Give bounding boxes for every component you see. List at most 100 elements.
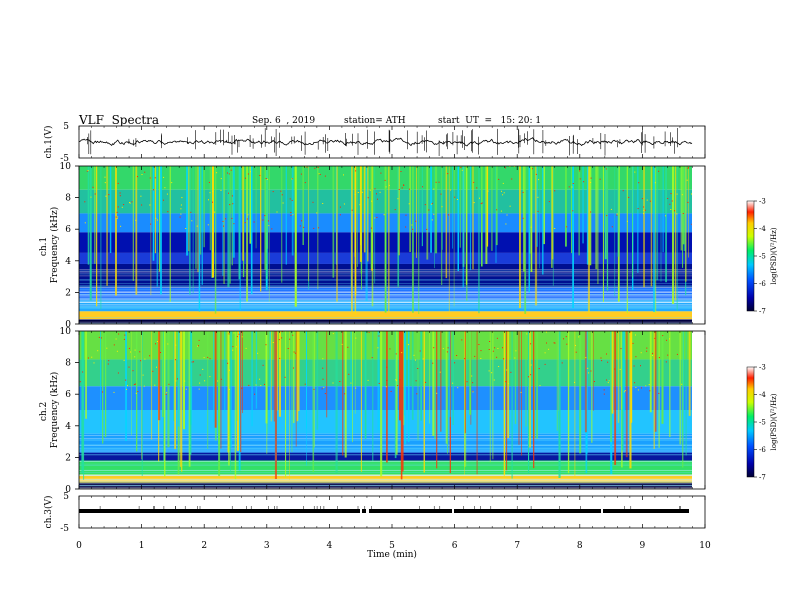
waveform-band-gap	[360, 508, 362, 514]
spectrogram-speck	[272, 342, 274, 343]
spectrogram-speck	[322, 358, 324, 360]
spectrogram-streak	[158, 331, 161, 421]
spectrogram-speck	[532, 168, 533, 170]
spectrogram-speck	[408, 188, 410, 190]
spectrogram-speck	[503, 192, 505, 194]
spectrogram-speck	[603, 389, 605, 391]
spectrogram-band	[79, 410, 692, 434]
spectrogram-streak	[251, 331, 253, 427]
spectrogram-speck	[115, 338, 117, 340]
spectrogram-speck	[175, 380, 177, 382]
spectrogram-speck	[401, 187, 403, 189]
spectrogram-speck	[322, 203, 324, 204]
spectrogram-speck	[500, 210, 502, 212]
spectrogram-speck	[640, 352, 642, 354]
spectrogram-speck	[415, 359, 416, 361]
spectrogram-speck	[572, 210, 574, 212]
spectrogram-speck	[538, 179, 540, 181]
spectrogram-speck	[377, 198, 378, 200]
spectrogram-speck	[199, 374, 201, 376]
spectrogram-streak	[132, 166, 134, 281]
spectrogram-speck	[281, 194, 283, 196]
spectrogram-speck	[292, 214, 294, 216]
spectrogram-speck	[167, 211, 169, 213]
spectrogram-speck	[223, 225, 224, 227]
spectrogram-streak	[109, 166, 112, 253]
spectrogram-speck	[142, 374, 144, 376]
spectrogram-speck	[511, 178, 513, 180]
spectrogram-speck	[454, 196, 456, 198]
spectrogram-streak	[342, 331, 344, 456]
spectrogram-speck	[643, 213, 644, 215]
spectrogram-speck	[620, 348, 622, 350]
spectrogram-streak	[518, 331, 520, 445]
spectrogram-speck	[544, 363, 546, 365]
spectrogram-speck	[665, 361, 667, 363]
spectrogram-speck	[412, 228, 414, 230]
spectrogram-speck	[185, 388, 187, 390]
spectrogram-streak	[350, 331, 352, 442]
spectrogram-speck	[667, 198, 669, 199]
spectrogram-speck	[198, 388, 200, 390]
spectrogram-streak	[445, 166, 448, 279]
spectrogram-streak	[224, 331, 226, 413]
ytick-label: 10	[60, 162, 72, 172]
ch1-waveform-spikes	[87, 128, 678, 156]
spectrogram-speck	[575, 351, 577, 353]
spectrogram-speck	[264, 383, 265, 385]
spectrogram-speck	[619, 368, 621, 370]
spectrogram-speck	[494, 347, 496, 349]
spectrogram-streak	[230, 331, 231, 472]
spectrogram-speck	[291, 199, 293, 201]
spectrogram-streak	[629, 331, 632, 469]
spectrogram-streak	[412, 166, 414, 313]
spectrogram-streak	[491, 166, 493, 251]
spectrogram-line	[79, 479, 692, 481]
spectrogram-speck	[123, 359, 125, 361]
spectrogram-speck	[104, 176, 106, 178]
spectrogram-speck	[202, 368, 204, 370]
spectrogram-speck	[497, 348, 499, 349]
spectrogram-speck	[386, 366, 388, 368]
spectrogram-streak	[448, 166, 450, 314]
colorbar-tick-label: -3	[759, 364, 766, 372]
spectrogram-speck	[603, 393, 605, 395]
spectrogram-speck	[180, 213, 182, 215]
spectrogram-speck	[198, 339, 200, 341]
spectrogram-gap	[692, 166, 705, 324]
waveform-band-gap	[601, 508, 603, 514]
ytick-label: 2	[65, 453, 71, 463]
spectrogram-speck	[155, 217, 157, 219]
spectrogram-speck	[579, 178, 581, 180]
spectrogram-speck	[216, 172, 218, 174]
spectrogram-streak	[469, 166, 471, 271]
spectrogram-speck	[118, 333, 120, 335]
spectrogram-streak	[242, 331, 243, 414]
spectrogram-speck	[152, 370, 154, 372]
spectrogram-streak	[211, 166, 214, 278]
spectrogram-speck	[123, 338, 125, 340]
spectrogram-streak	[649, 331, 652, 413]
spectrogram-speck	[606, 353, 607, 355]
spectrogram-speck	[232, 349, 234, 351]
spectrogram-streak	[154, 166, 157, 254]
spectrogram-speck	[498, 178, 500, 180]
spectrogram-speck	[267, 220, 269, 222]
spectrogram-streak	[654, 331, 657, 432]
spectrogram-speck	[376, 193, 377, 195]
spectrogram-speck	[116, 350, 118, 352]
spectrogram-streak	[351, 166, 353, 312]
spectrogram-speck	[134, 356, 136, 358]
spectrogram-speck	[117, 182, 119, 184]
spectrogram-streak	[411, 331, 414, 420]
spectrogram-speck	[241, 336, 243, 338]
ch1-spectrogram-image	[79, 166, 705, 324]
spectrogram-streak	[152, 166, 155, 261]
spectrogram-speck	[238, 333, 240, 335]
spectrogram-speck	[472, 390, 474, 392]
spectrogram-speck	[231, 195, 233, 197]
spectrogram-speck	[271, 228, 273, 230]
